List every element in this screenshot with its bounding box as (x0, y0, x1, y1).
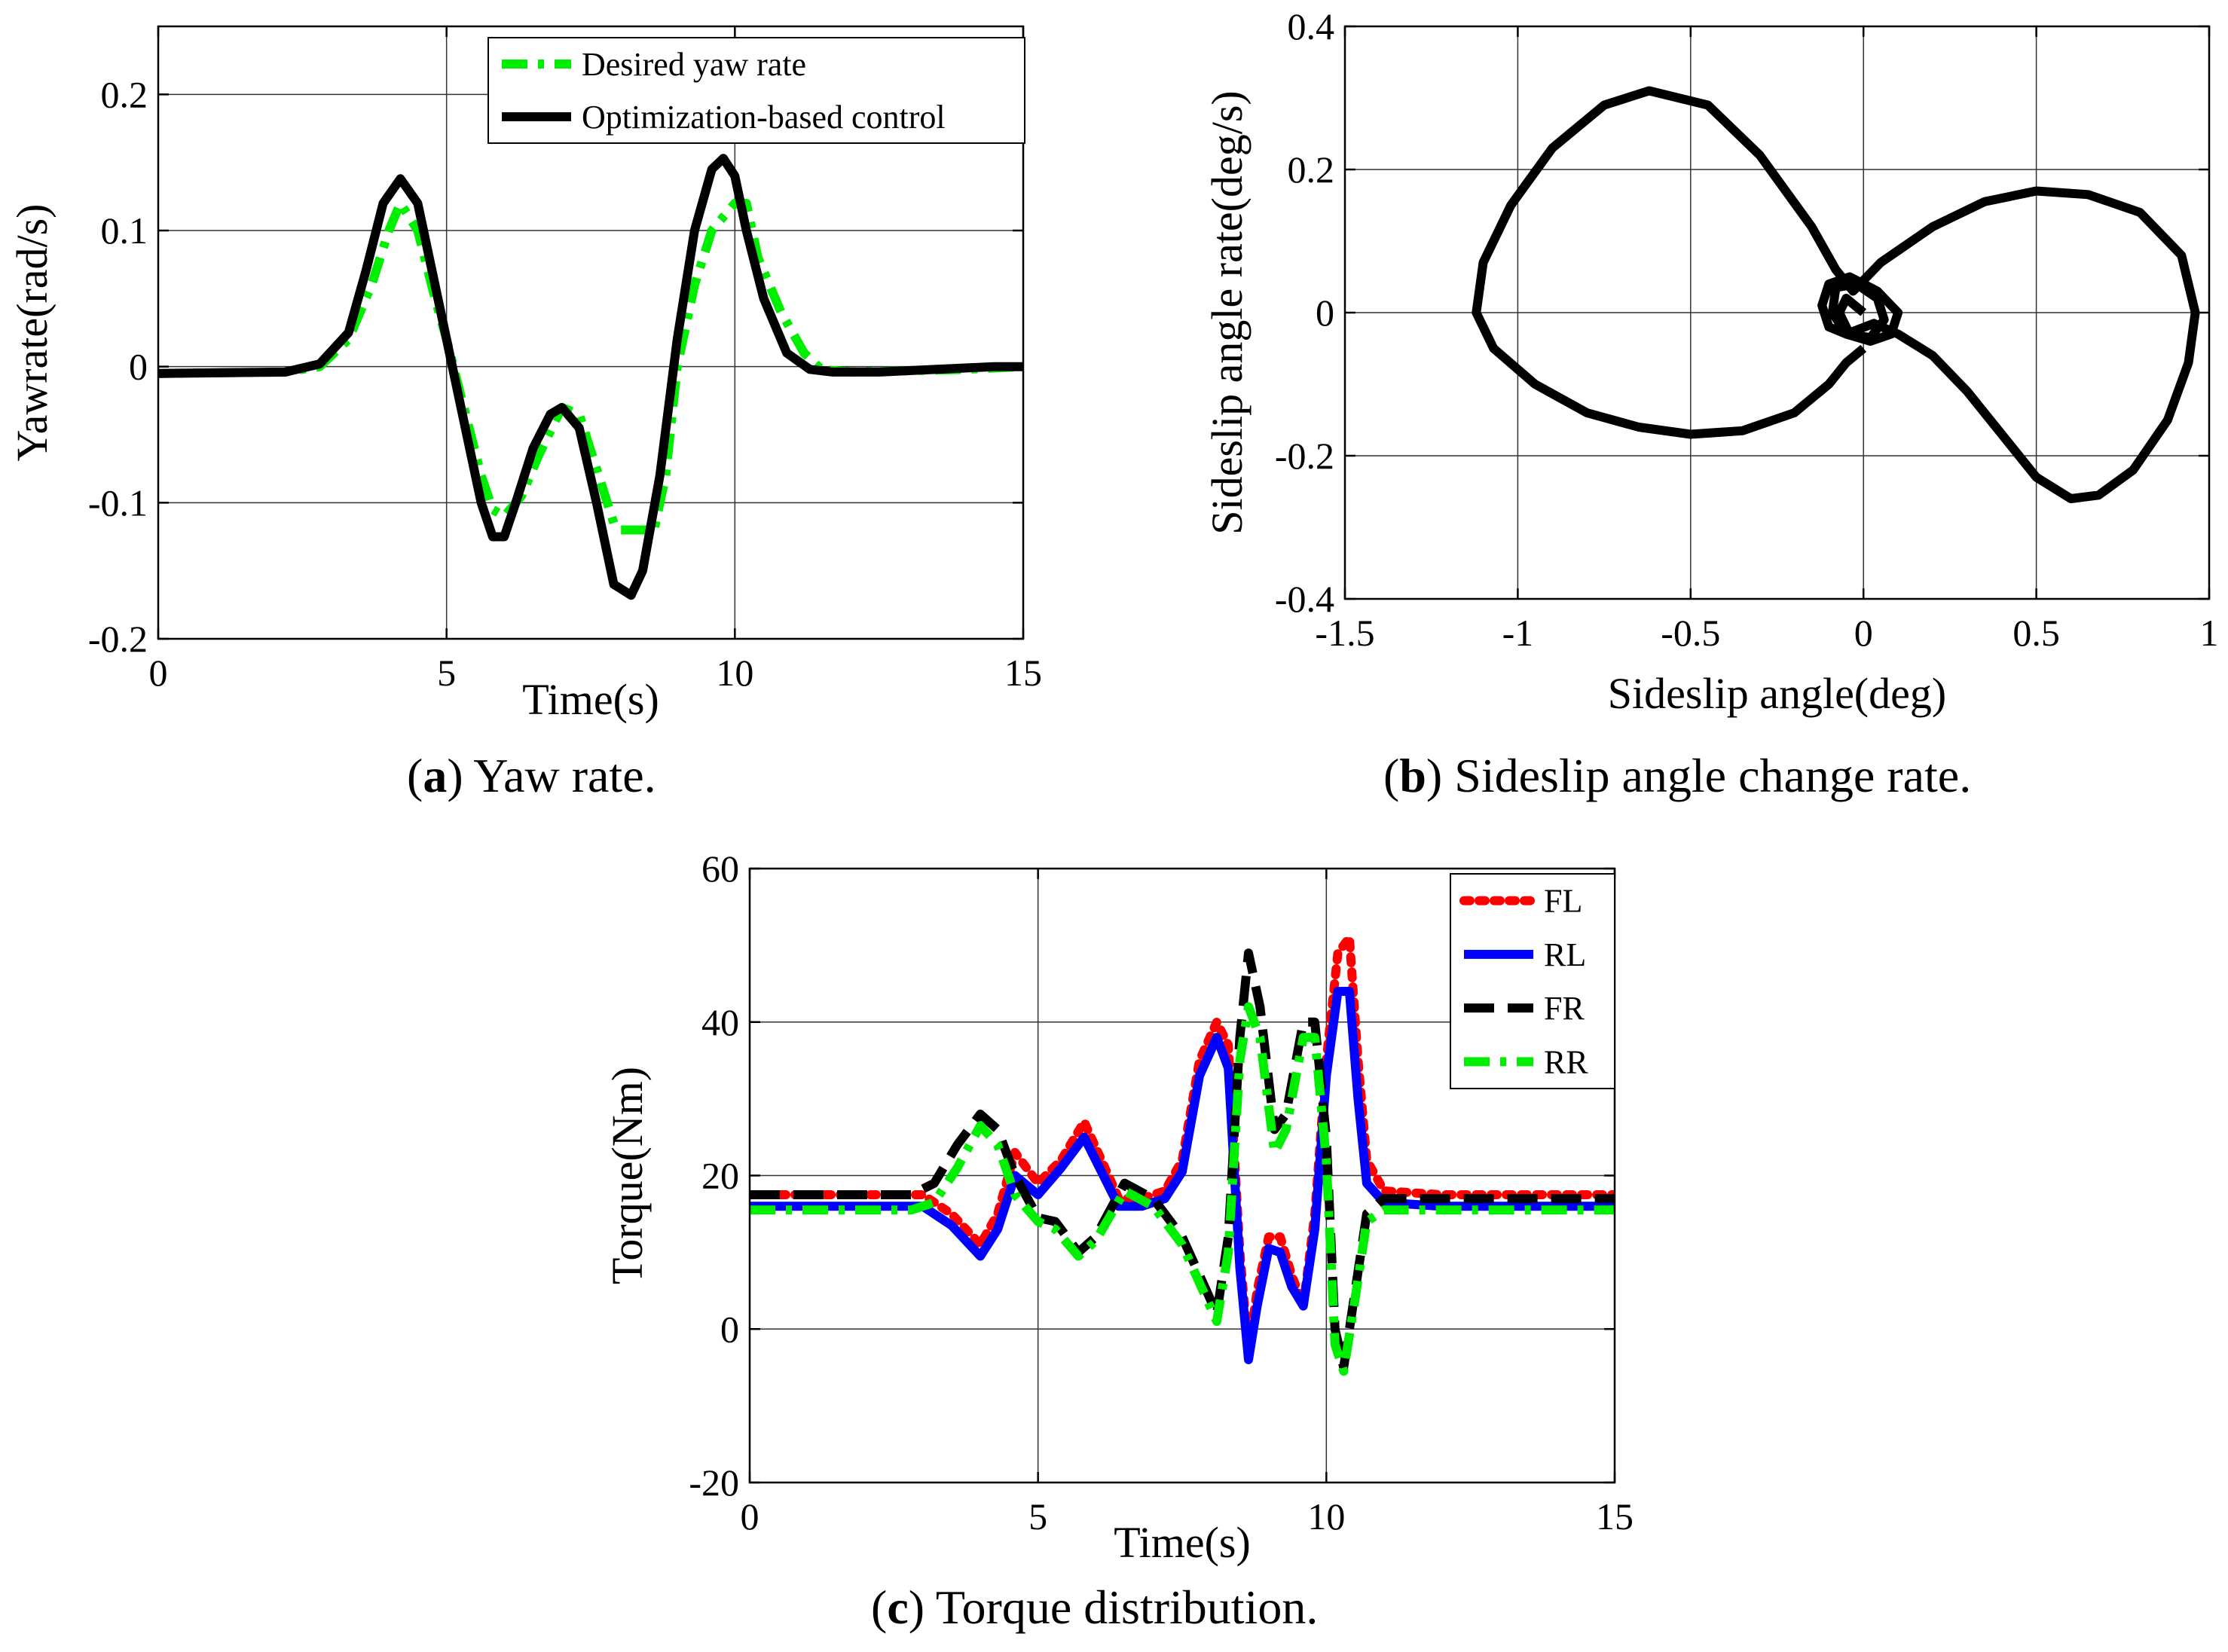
series-a-optimization-based-control (158, 154, 1023, 600)
series-b-sideslip-phase-trajectory (1472, 86, 2200, 503)
series-c-rr (750, 1002, 1615, 1376)
legend: FL RL FR RR (1450, 873, 1615, 1089)
y-axis-label: Yawrate(rad/s) (8, 204, 57, 462)
x-tick-label: 0 (149, 652, 168, 694)
x-tick-label: 0 (1854, 612, 1873, 654)
y-tick-label: 20 (701, 1155, 739, 1197)
x-tick-label: 1 (2200, 612, 2219, 654)
x-tick-label: 15 (1596, 1495, 1634, 1537)
x-tick-label: -1 (1502, 612, 1534, 654)
legend-label: FL (1544, 883, 1582, 920)
x-tick-label: 10 (1307, 1495, 1345, 1537)
legend-label: FR (1544, 990, 1585, 1027)
legend-label: Optimization-based control (582, 99, 946, 136)
caption-a-letter: a (423, 749, 448, 802)
x-tick-label: -0.5 (1661, 612, 1720, 654)
y-tick-label: 0.2 (101, 73, 148, 115)
x-tick-label: 0 (741, 1495, 759, 1537)
legend-box (487, 37, 1025, 144)
legend-label: RL (1544, 936, 1586, 973)
chart-b: -1.5 -1 -0.5 0 0.5 1 -0.4 -0.2 0 0.2 0.4 Sideslip a… (1203, 5, 2219, 718)
x-tick-label: 0.5 (2013, 612, 2060, 654)
y-tick-label: 0 (720, 1308, 739, 1350)
chart-a: 0 5 10 15 -0.2 -0.1 0 0.1 0.2 Time(s) Yawrate(rad/… (8, 25, 1042, 724)
caption-b-letter: b (1399, 749, 1426, 802)
x-tick-label: -1.5 (1315, 612, 1374, 654)
y-axis-label: Sideslip angle rate(deg/s) (1203, 90, 1252, 535)
caption-c-letter: c (887, 1580, 909, 1634)
y-tick-label: -0.4 (1275, 578, 1334, 620)
series-c-fr (750, 948, 1615, 1373)
y-tick-label: 0 (129, 346, 148, 388)
series-a-desired-yaw-rate (158, 198, 1023, 535)
y-tick-label: -0.2 (1275, 435, 1334, 477)
x-tick-label: 10 (716, 652, 753, 694)
y-tick-label: 0.1 (101, 209, 148, 252)
legend-label: Desired yaw rate (582, 46, 806, 83)
legend-label: RR (1544, 1043, 1588, 1080)
y-tick-label: 0 (1316, 292, 1334, 334)
legend-box (1450, 873, 1615, 1089)
x-tick-label: 5 (437, 652, 456, 694)
x-axis-label: Time(s) (522, 675, 659, 724)
axes-frame (157, 25, 1025, 640)
caption-c: (c) Torque distribution. (871, 1580, 1319, 1634)
caption-b: (b) Sideslip angle change rate. (1383, 749, 1972, 802)
x-axis-label: Time(s) (1114, 1518, 1251, 1567)
x-tick-label: 15 (1004, 652, 1042, 694)
caption-a-text: Yaw rate. (463, 749, 656, 802)
x-tick-label: 5 (1028, 1495, 1047, 1537)
y-tick-label: 60 (701, 847, 739, 890)
caption-a: (a) Yaw rate. (407, 749, 656, 802)
y-tick-label: 0.4 (1288, 5, 1335, 47)
y-tick-label: -20 (689, 1461, 739, 1504)
y-tick-label: 0.2 (1288, 148, 1335, 191)
x-axis-label: Sideslip angle(deg) (1608, 669, 1946, 718)
y-axis-label: Torque(Nm) (603, 1067, 652, 1284)
legend: Desired yaw rate Optimization-based contr… (487, 37, 1025, 144)
chart-c: 0 5 10 15-200204060Time(s)Torque(Nm)FLRLFRR… (603, 847, 1634, 1567)
caption-b-text: Sideslip angle change rate. (1442, 749, 1972, 802)
y-tick-label: -0.2 (88, 618, 148, 660)
caption-c-text: Torque distribution. (925, 1580, 1319, 1634)
y-tick-label: -0.1 (88, 481, 148, 524)
y-tick-label: 40 (701, 1001, 739, 1043)
